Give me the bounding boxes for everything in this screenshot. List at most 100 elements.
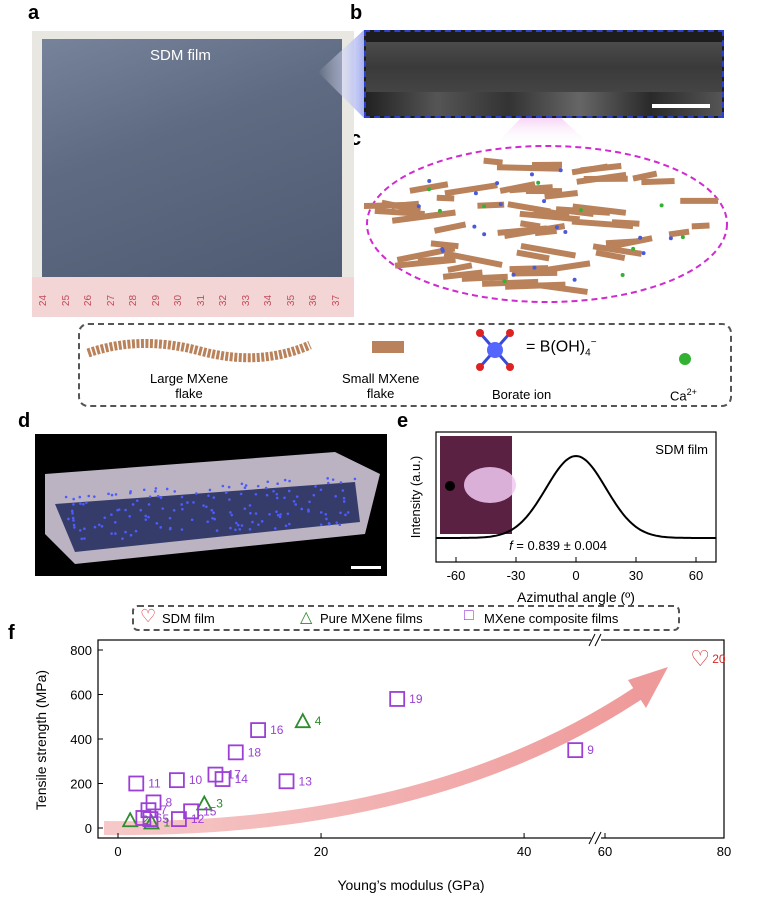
point-label: 14 (235, 772, 249, 786)
particle-dot (78, 529, 82, 532)
mxene-flake (496, 164, 562, 172)
mxene-flake (571, 163, 609, 176)
particle-dot (312, 493, 316, 497)
ion-dot (578, 208, 583, 213)
particle-dot (154, 490, 157, 493)
particle-dot (339, 481, 343, 484)
particle-dot (93, 495, 96, 498)
particle-dot (213, 517, 216, 521)
particle-dot (235, 521, 238, 525)
y-tick-label: 0 (85, 821, 92, 836)
x-tick-label: 0 (114, 844, 121, 859)
borate-formula: = B(OH)4− (526, 337, 597, 359)
particle-dot (278, 515, 282, 519)
particle-dot (180, 528, 184, 531)
particle-dot (224, 491, 228, 494)
particle-dot (339, 511, 342, 515)
particle-dot (207, 494, 210, 497)
particle-dot (254, 512, 258, 515)
particle-dot (276, 482, 279, 486)
particle-dot (212, 511, 215, 515)
particle-dot (244, 484, 248, 487)
ion-dot (473, 191, 478, 196)
particle-dot (72, 523, 76, 527)
film-label: SDM film (150, 47, 211, 64)
trend-arrow (103, 686, 644, 836)
point-label: 19 (409, 692, 423, 706)
point-label: 15 (203, 804, 217, 818)
particle-dot (144, 518, 148, 521)
mxene-flake (381, 199, 421, 214)
ion-dot (542, 199, 547, 204)
point-label: 17 (227, 768, 241, 782)
particle-dot (229, 511, 232, 514)
axis-break-mark (594, 831, 602, 845)
composite-film-point (214, 771, 231, 787)
axis-break-mark (588, 831, 596, 845)
axis-break (591, 833, 601, 843)
ion-dot (641, 251, 646, 256)
particle-dot (128, 515, 132, 518)
pure-mxene-point (142, 813, 161, 830)
x-tick-label: 80 (717, 844, 731, 859)
particle-dot (238, 527, 242, 531)
particle-dot (131, 503, 135, 506)
ion-dot (558, 168, 563, 173)
particle-dot (353, 477, 357, 481)
particle-dot (240, 524, 244, 527)
particle-dot (254, 492, 258, 496)
y-tick-label: 200 (70, 777, 92, 792)
mxene-flake (443, 250, 503, 268)
particle-dot (257, 523, 260, 526)
particle-dot (70, 509, 74, 513)
particle-dot (83, 527, 86, 531)
mxene-flake (680, 197, 719, 204)
particle-dot (272, 489, 275, 493)
particle-dot (100, 525, 104, 528)
ion-dot (502, 279, 507, 284)
composite-film-point (168, 772, 185, 789)
x-tick-label: 0 (572, 568, 579, 583)
particle-dot (73, 526, 76, 529)
particle-dot (264, 486, 268, 490)
x-tick-label: 60 (598, 844, 612, 859)
particle-dot (276, 513, 280, 517)
mxene-flake (595, 249, 626, 262)
point-label: 8 (166, 795, 173, 809)
particle-dot (144, 514, 148, 518)
particle-dot (308, 500, 311, 504)
particle-dot (327, 481, 330, 485)
mxene-flake (520, 243, 577, 259)
point-label: 10 (189, 773, 203, 787)
ion-dot (495, 181, 500, 186)
particle-dot (192, 501, 195, 504)
mxene-flake (576, 171, 627, 185)
ion-dot (680, 235, 685, 240)
particle-dot (148, 495, 152, 499)
x-tick-label: 30 (629, 568, 643, 583)
x-axis-label: Azimuthal angle (º) (517, 589, 635, 605)
particle-dot (346, 511, 350, 514)
ion-dot (498, 202, 503, 207)
y-tick-label: 400 (70, 732, 92, 747)
particle-dot (248, 504, 252, 507)
composite-film-point (567, 742, 584, 759)
particle-dot (78, 495, 82, 499)
particle-dot (85, 501, 88, 504)
particle-dot (212, 496, 216, 499)
scale-bar (652, 104, 710, 108)
x-tick-label: 40 (517, 844, 531, 859)
particle-dot (324, 512, 328, 516)
particle-dot (234, 528, 237, 532)
particle-dot (341, 489, 345, 492)
particle-dot (80, 537, 84, 541)
particle-dot (124, 508, 127, 512)
particle-dot (165, 487, 169, 491)
ion-dot (440, 247, 445, 252)
ion-dot (563, 230, 568, 235)
calcium-icon (679, 353, 691, 365)
mxene-flake (516, 249, 550, 262)
particle-dot (129, 533, 133, 537)
